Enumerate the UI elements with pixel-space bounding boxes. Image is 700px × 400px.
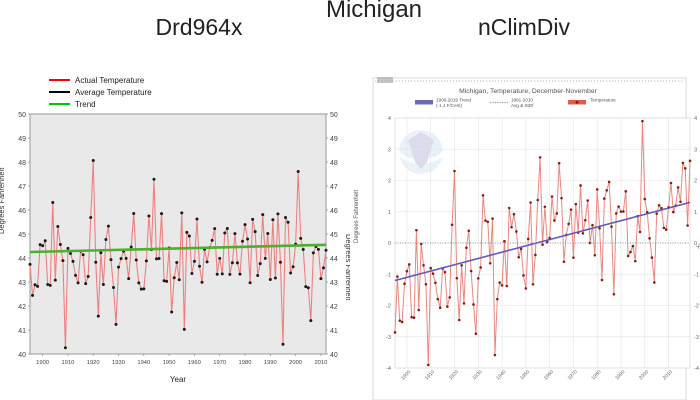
svg-text:Actual Temperature: Actual Temperature	[75, 76, 145, 85]
svg-text:1960: 1960	[188, 360, 201, 366]
svg-text:-3: -3	[386, 335, 391, 341]
svg-text:1920: 1920	[87, 360, 100, 366]
svg-text:1980: 1980	[239, 360, 252, 366]
svg-text:-1: -1	[694, 272, 699, 278]
svg-text:Degrees Fahrenheit: Degrees Fahrenheit	[354, 190, 360, 243]
svg-text:1960: 1960	[543, 369, 555, 381]
svg-text:1: 1	[388, 210, 391, 216]
svg-text:41: 41	[330, 328, 338, 335]
svg-text:0: 0	[388, 241, 391, 247]
svg-text:-3: -3	[694, 335, 699, 341]
svg-text:(-1.1 F/Cent): (-1.1 F/Cent)	[436, 103, 463, 108]
svg-text:40: 40	[18, 352, 26, 359]
svg-text:2010: 2010	[314, 360, 327, 366]
svg-text:1910: 1910	[61, 360, 74, 366]
svg-text:Trend: Trend	[75, 100, 96, 109]
svg-text:-4: -4	[386, 366, 391, 372]
svg-text:46: 46	[330, 208, 338, 215]
svg-text:44: 44	[330, 256, 338, 263]
svg-text:2000: 2000	[638, 369, 650, 381]
svg-text:40: 40	[330, 352, 338, 359]
svg-text:47: 47	[18, 184, 26, 191]
svg-text:4: 4	[388, 116, 391, 122]
svg-text:1910: 1910	[424, 369, 436, 381]
svg-text:1930: 1930	[472, 369, 484, 381]
svg-text:Temperature: Temperature	[590, 98, 616, 103]
svg-text:1950: 1950	[163, 360, 176, 366]
svg-text:°F: °F	[694, 243, 700, 249]
svg-text:48: 48	[330, 160, 338, 167]
svg-text:1950: 1950	[519, 369, 531, 381]
svg-text:42: 42	[330, 304, 338, 311]
svg-text:2: 2	[388, 179, 391, 185]
svg-text:47: 47	[330, 184, 338, 191]
svg-text:Avg & StDf: Avg & StDf	[511, 103, 534, 108]
svg-text:50: 50	[330, 112, 338, 119]
svg-text:-4: -4	[694, 366, 699, 372]
svg-text:2000: 2000	[289, 360, 302, 366]
svg-text:45: 45	[330, 232, 338, 239]
svg-text:1: 1	[694, 210, 697, 216]
svg-text:43: 43	[330, 280, 338, 287]
svg-text:1900: 1900	[36, 360, 49, 366]
svg-text:49: 49	[18, 136, 26, 143]
svg-text:41: 41	[18, 328, 26, 335]
svg-text:3: 3	[388, 147, 391, 153]
svg-text:1940: 1940	[137, 360, 150, 366]
svg-text:-2: -2	[694, 304, 699, 310]
svg-text:46: 46	[18, 208, 26, 215]
svg-text:Average Temperature: Average Temperature	[75, 88, 152, 97]
svg-text:42: 42	[18, 304, 26, 311]
svg-text:3: 3	[694, 147, 697, 153]
svg-text:1990: 1990	[614, 369, 626, 381]
svg-text:1970: 1970	[567, 369, 579, 381]
svg-text:50: 50	[18, 112, 26, 119]
svg-text:1980: 1980	[590, 369, 602, 381]
svg-text:1920: 1920	[448, 369, 460, 381]
svg-text:-1: -1	[386, 272, 391, 278]
svg-text:-2: -2	[386, 304, 391, 310]
svg-text:4: 4	[694, 116, 697, 122]
svg-text:45: 45	[18, 232, 26, 239]
svg-text:2: 2	[694, 179, 697, 185]
svg-text:43: 43	[18, 280, 26, 287]
svg-text:44: 44	[18, 256, 26, 263]
svg-text:1970: 1970	[213, 360, 226, 366]
svg-text:1990: 1990	[264, 360, 277, 366]
svg-text:1940: 1940	[495, 369, 507, 381]
svg-text:2010: 2010	[662, 369, 674, 381]
svg-text:Year: Year	[170, 375, 187, 384]
svg-text:1930: 1930	[112, 360, 125, 366]
svg-text:1906-2019 Trend: 1906-2019 Trend	[436, 98, 471, 103]
svg-text:1900: 1900	[400, 369, 412, 381]
svg-text:Michigan, Temperature, Decembe: Michigan, Temperature, December-November	[459, 88, 597, 95]
svg-text:Degrees Fahrenheit: Degrees Fahrenheit	[0, 167, 6, 234]
svg-text:1981-2010: 1981-2010	[511, 98, 533, 103]
svg-text:48: 48	[18, 160, 26, 167]
svg-text:49: 49	[330, 136, 338, 143]
